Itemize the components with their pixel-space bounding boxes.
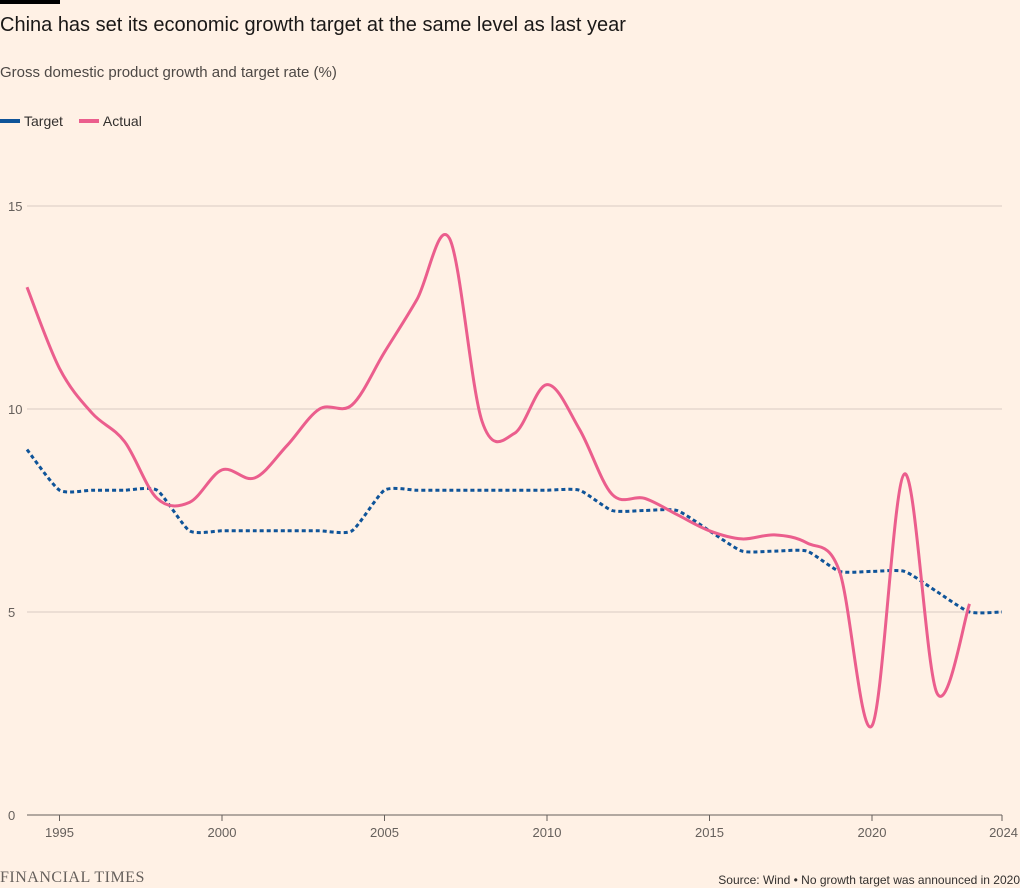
y-tick-label: 0 (8, 808, 15, 823)
y-tick-label: 15 (8, 199, 22, 214)
source-note: Source: Wind • No growth target was anno… (718, 873, 1020, 887)
chart-subtitle: Gross domestic product growth and target… (0, 64, 337, 81)
x-tick-label: 2005 (370, 825, 399, 840)
x-tick-label: 2015 (695, 825, 724, 840)
legend-swatch-target (0, 119, 20, 123)
x-tick-label: 2000 (208, 825, 237, 840)
legend-item-actual: Actual (78, 113, 142, 129)
x-tick-label: 2024 (989, 825, 1018, 840)
legend-swatch-actual (78, 119, 99, 123)
brand-accent-bar (0, 0, 60, 4)
x-tick-label: 2020 (858, 825, 887, 840)
series-line-target (25, 448, 1003, 615)
chart-legend: Target Actual (0, 113, 158, 129)
x-tick-label: 2010 (533, 825, 562, 840)
y-tick-label: 5 (8, 605, 15, 620)
legend-item-target: Target (0, 113, 63, 129)
legend-label-target: Target (24, 113, 63, 129)
x-tick-label: 1995 (45, 825, 74, 840)
legend-label-actual: Actual (102, 113, 142, 129)
y-tick-label: 10 (8, 402, 22, 417)
series-line-actual (25, 233, 971, 729)
chart-title: China has set its economic growth target… (0, 14, 626, 36)
publisher-brand: FINANCIAL TIMES (0, 869, 145, 886)
